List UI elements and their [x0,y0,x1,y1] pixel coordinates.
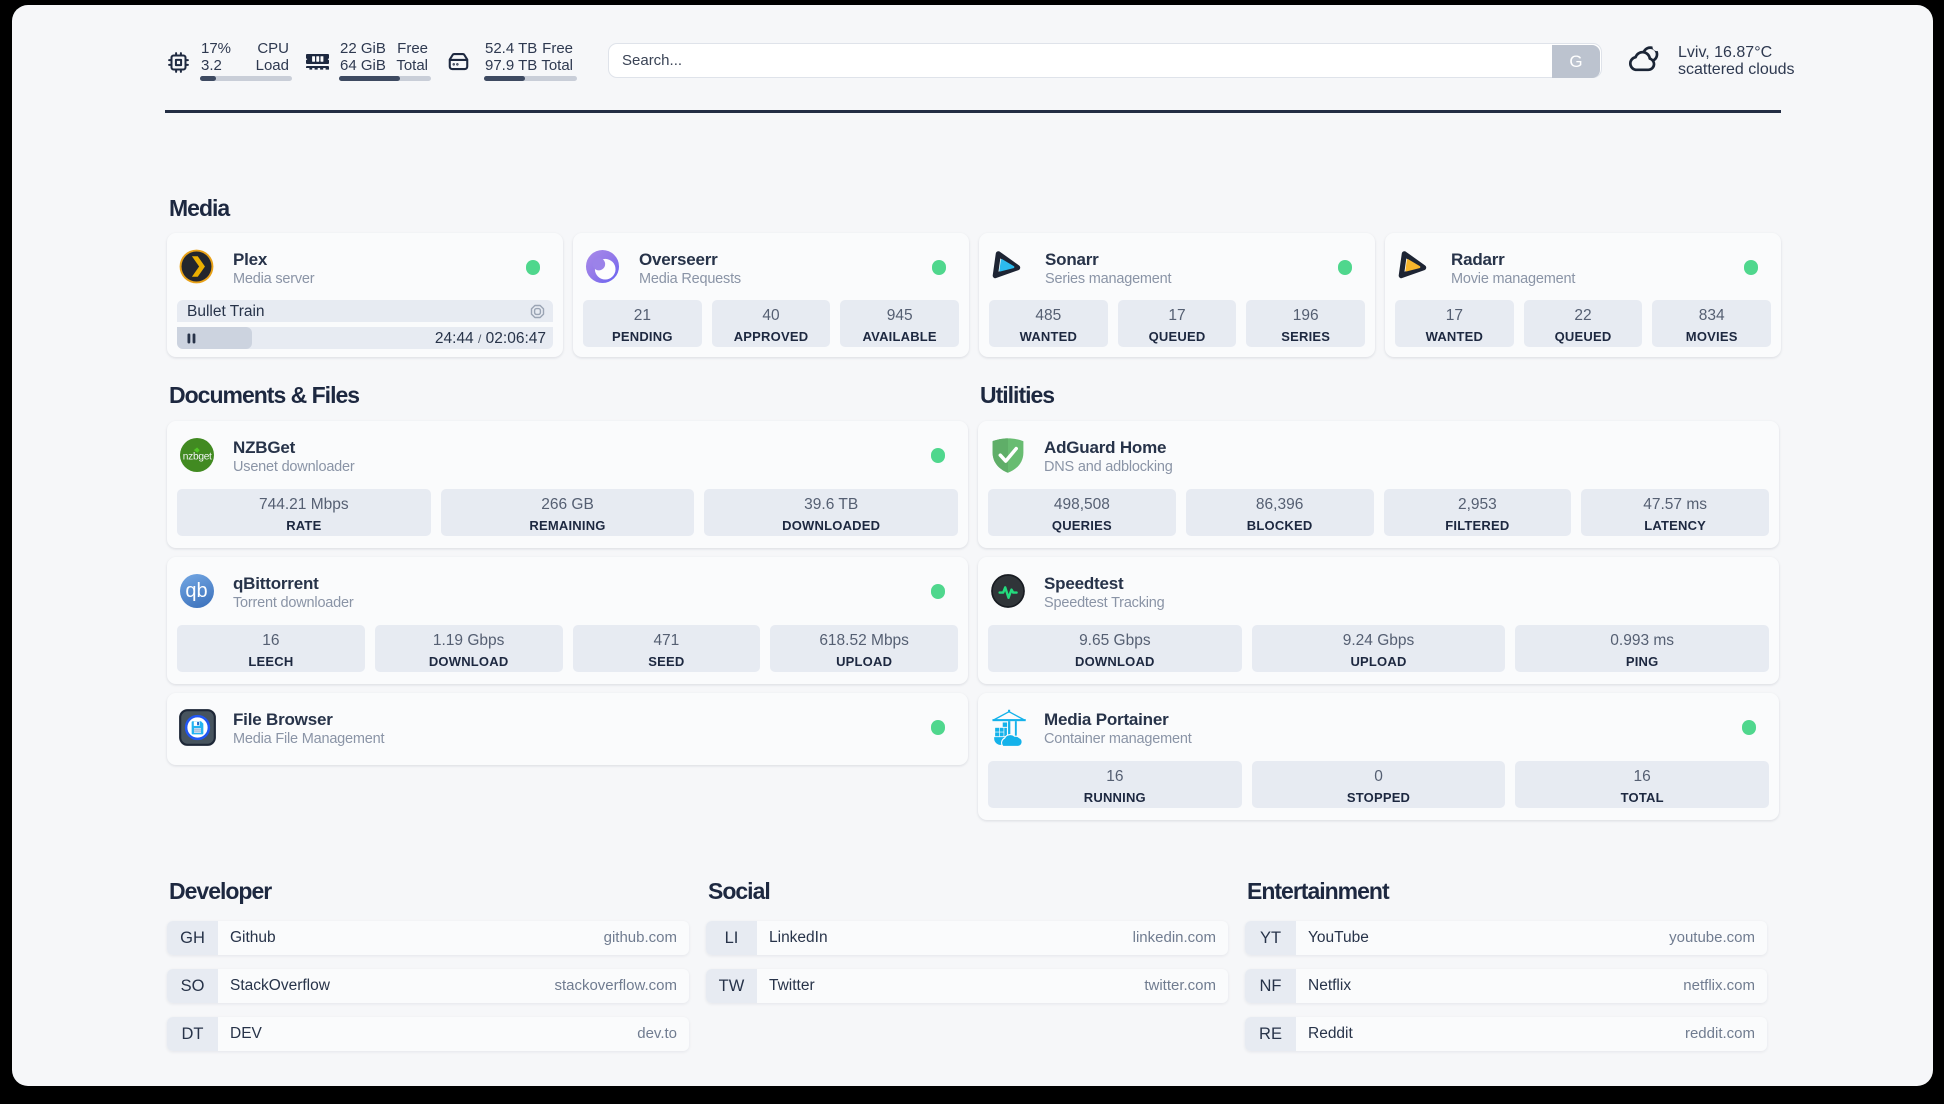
svg-text:qb: qb [185,580,207,602]
svg-text:nzbget: nzbget [183,451,212,462]
